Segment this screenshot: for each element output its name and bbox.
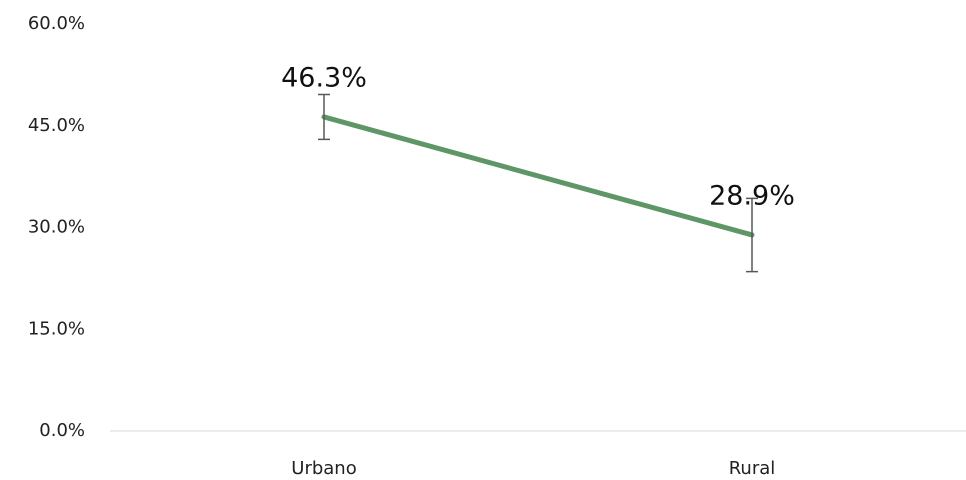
- data-label: 28.9%: [709, 180, 795, 211]
- error-bar: [746, 197, 758, 273]
- y-tick-label: 45.0%: [28, 115, 85, 136]
- y-tick-label: 30.0%: [28, 217, 85, 238]
- y-tick-label: 60.0%: [28, 13, 85, 34]
- line: [321, 114, 755, 238]
- y-tick-label: 15.0%: [28, 318, 85, 339]
- x-tick-label: Urbano: [291, 458, 356, 479]
- x-tick-label: Rural: [729, 458, 776, 479]
- error-bar: [318, 93, 330, 141]
- data-label: 46.3%: [281, 62, 367, 93]
- y-tick-label: 0.0%: [39, 420, 85, 441]
